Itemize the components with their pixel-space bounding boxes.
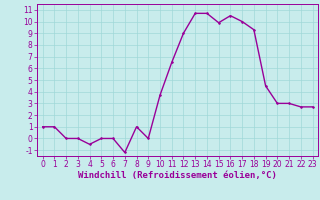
X-axis label: Windchill (Refroidissement éolien,°C): Windchill (Refroidissement éolien,°C): [78, 171, 277, 180]
